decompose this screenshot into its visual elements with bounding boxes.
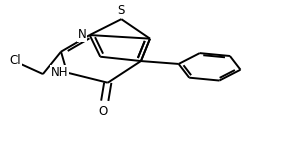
Text: Cl: Cl [10, 54, 22, 67]
Text: S: S [118, 4, 125, 17]
Text: NH: NH [51, 66, 68, 79]
Text: O: O [98, 105, 108, 118]
Text: N: N [78, 28, 86, 41]
